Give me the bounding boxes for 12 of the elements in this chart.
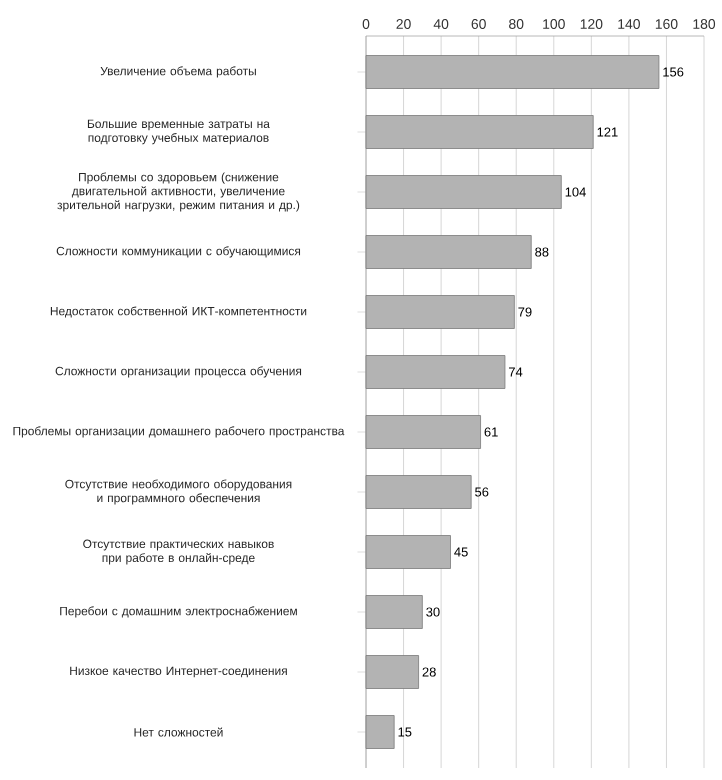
bar xyxy=(365,235,532,269)
bar xyxy=(365,415,481,449)
bar xyxy=(365,535,451,569)
bar xyxy=(365,55,660,89)
bar xyxy=(365,355,506,389)
bar xyxy=(365,115,594,149)
bar xyxy=(365,475,472,509)
bar xyxy=(365,595,423,629)
bar xyxy=(365,655,419,689)
bar xyxy=(365,715,395,749)
bar xyxy=(365,175,562,209)
bar xyxy=(365,295,515,329)
